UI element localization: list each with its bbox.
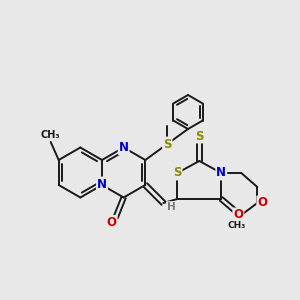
Text: S: S — [163, 137, 172, 151]
Text: CH₃: CH₃ — [227, 220, 245, 230]
Text: O: O — [107, 216, 117, 229]
Text: O: O — [233, 208, 243, 221]
Text: N: N — [119, 141, 129, 154]
Text: S: S — [173, 167, 182, 179]
Text: S: S — [195, 130, 204, 142]
Text: H: H — [167, 202, 176, 212]
Text: N: N — [97, 178, 107, 190]
Text: N: N — [216, 167, 226, 179]
Text: O: O — [257, 196, 267, 209]
Text: CH₃: CH₃ — [41, 130, 61, 140]
